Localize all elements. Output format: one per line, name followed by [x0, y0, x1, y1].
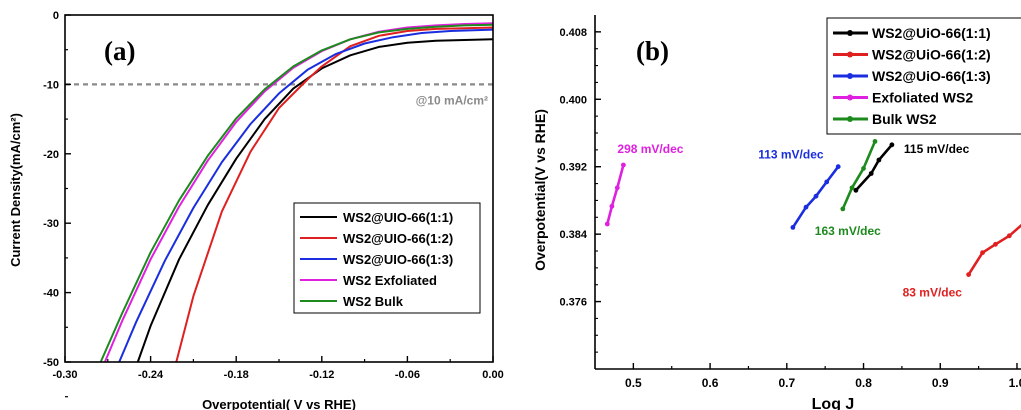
y-tick-label: -10: [43, 79, 59, 91]
panel-a: (a) @10 mA/cm² -0.30 -0.24 -0.18 -0.12 -0.06…: [8, 10, 504, 410]
legend-label-ws2-uio-66-1-2: WS2@UiO-66(1:2): [872, 47, 991, 63]
x-tick-label: 0.7: [778, 376, 795, 390]
data-point: [872, 139, 878, 144]
legend-label-ws2-uio-66-1-2: WS2@UIO-66(1:2): [343, 231, 453, 246]
series-line-ws2-uio-66-1-3: [118, 28, 494, 363]
x-tick-label: -0.30: [52, 369, 77, 381]
x-tick-label: 0.00: [482, 369, 503, 381]
data-point: [614, 185, 620, 191]
data-point: [609, 203, 615, 209]
panel-b-xlabel: Log J: [812, 396, 855, 410]
slope-label-exfoliated-ws2: 298 mV/dec: [617, 142, 683, 156]
slope-label-ws2-uio-66-1-2: 83 mV/dec: [903, 286, 963, 300]
legend-marker: [847, 73, 853, 79]
legend-label-bulk-ws2: Bulk WS2: [872, 111, 937, 127]
legend-label-ws2-uio-66-1-3: WS2@UiO-66(1:3): [872, 68, 991, 84]
panel-a-label: (a): [104, 36, 135, 66]
legend-marker: [847, 51, 853, 58]
y-tick-label: -50: [43, 357, 59, 369]
panel-a-legend: WS2@UIO-66(1:1) WS2@UIO-66(1:2) WS2@UIO-66…: [293, 202, 481, 314]
legend-label-ws2-bulk: WS2 Bulk: [343, 294, 404, 309]
x-tick-label: 1.0: [1009, 376, 1021, 390]
y-tick-label: 0.392: [559, 162, 587, 174]
y-tick-label: 0.384: [559, 229, 587, 241]
series-line-ws2-bulk: [99, 23, 494, 363]
slope-label-bulk-ws2: 163 mV/dec: [815, 224, 881, 238]
data-point: [1006, 233, 1012, 239]
x-tick-label: 0.5: [625, 376, 642, 390]
data-point: [835, 164, 841, 170]
data-point: [980, 250, 985, 256]
data-point: [861, 166, 866, 171]
x-tick-label: -0.24: [138, 369, 164, 381]
series-line-ws2-exfoliated: [103, 22, 494, 363]
data-point: [849, 185, 855, 191]
y-tick-label: -30: [43, 218, 59, 230]
series-line-ws2-uio-66-1-2: [967, 223, 1021, 276]
series-line-bulk-ws2: [841, 140, 877, 210]
x-tick-label: 0.8: [855, 376, 872, 390]
data-point: [621, 162, 626, 168]
series-line-ws2-uio-66-1-2: [175, 26, 494, 363]
panel-a-xlabel: Overpotential( V vs RHE): [202, 397, 356, 410]
x-tick-label: -0.12: [309, 369, 334, 381]
panel-b-label: (b): [636, 36, 669, 66]
y-tick-label: 0: [53, 10, 59, 22]
legend-label-ws2-uio-66-1-1: WS2@UIO-66(1:1): [343, 210, 453, 225]
series-line-ws2-uio-66-1-1: [136, 38, 494, 363]
legend-label-exfoliated-ws2: Exfoliated WS2: [872, 90, 973, 106]
data-point: [868, 171, 874, 176]
data-point: [853, 187, 859, 193]
x-tick-label: 0.9: [932, 376, 949, 390]
series-line-ws2-uio-66-1-1: [854, 143, 893, 192]
panel-b-ylabel: Overpotential(V vs RHE): [532, 109, 548, 271]
y-tick-label: 0.408: [559, 27, 587, 39]
y-tick-label: -20: [43, 149, 59, 161]
y-tick-label: 0.376: [559, 297, 587, 309]
data-point: [790, 225, 796, 230]
data-point: [993, 241, 998, 247]
legend-label-ws2-uio-66-1-1: WS2@UiO-66(1:1): [872, 25, 991, 41]
data-point: [824, 179, 830, 185]
y-tick-label: -40: [43, 288, 59, 300]
reference-line-label: @10 mA/cm²: [416, 93, 488, 107]
data-point: [889, 142, 895, 148]
panel-b-legend: WS2@UiO-66(1:1) WS2@UiO-66(1:2) WS2@UiO-66…: [826, 17, 1021, 135]
slope-label-ws2-uio-66-1-3: 113 mV/dec: [758, 148, 824, 162]
data-point: [876, 157, 882, 163]
legend-label-ws2-uio-66-1-3: WS2@UIO-66(1:3): [343, 252, 453, 267]
x-tick-label: -0.18: [224, 369, 249, 381]
series-line-exfoliated-ws2: [606, 164, 625, 225]
legend-marker: [847, 116, 853, 122]
y-tick-label: 0.400: [559, 94, 587, 106]
data-point: [604, 221, 610, 227]
data-point: [966, 272, 971, 277]
legend-marker: [847, 94, 853, 101]
legend-marker: [847, 30, 853, 36]
data-point: [813, 193, 819, 199]
data-point: [803, 204, 809, 210]
data-point: [840, 206, 846, 212]
panel-b: (b) 115 mV/dec 83 mV/dec 113 mV/dec 298 mV/…: [532, 15, 1021, 410]
x-tick-label: -0.06: [395, 369, 420, 381]
x-tick-label: 0.6: [702, 376, 719, 390]
panel-a-ylabel: Current Density(mA/cm²): [8, 113, 23, 267]
legend-label-ws2-exfoliated: WS2 Exfoliated: [343, 273, 437, 288]
slope-label-ws2-uio-66-1-1: 115 mV/dec: [904, 142, 970, 156]
